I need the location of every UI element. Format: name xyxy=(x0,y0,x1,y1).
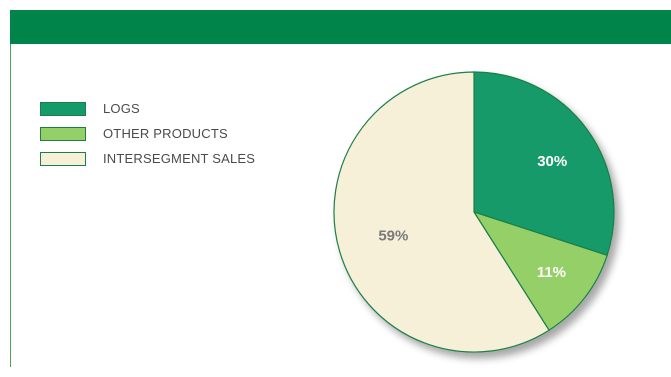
pie-labels: 30% 11% 59% xyxy=(378,153,567,281)
legend-item-other-products: OTHER PRODUCTS xyxy=(40,121,255,146)
header-bar xyxy=(10,10,671,44)
pie-slice-logs xyxy=(473,71,615,257)
legend-item-intersegment-sales: INTERSEGMENT SALES xyxy=(40,146,255,171)
legend-swatch-intersegment-sales xyxy=(40,151,86,166)
legend-label-other-products: OTHER PRODUCTS xyxy=(103,126,228,141)
legend-item-logs: LOGS xyxy=(40,96,255,121)
pie-slices xyxy=(333,71,615,353)
legend-label-intersegment-sales: INTERSEGMENT SALES xyxy=(103,151,256,166)
legend-label-logs: LOGS xyxy=(103,101,140,116)
pie-slice-intersegment-sales xyxy=(333,71,550,353)
legend-swatch-logs xyxy=(40,101,86,116)
chart-legend: LOGS OTHER PRODUCTS INTERSEGMENT SALES xyxy=(40,96,255,171)
left-divider xyxy=(10,44,11,367)
slice-label-intersegment-sales: 59% xyxy=(378,227,408,244)
slice-label-logs: 30% xyxy=(537,153,567,170)
slice-label-other-products: 11% xyxy=(537,264,566,281)
pie-slice-other-products xyxy=(472,210,608,332)
legend-swatch-other-products xyxy=(40,126,86,141)
